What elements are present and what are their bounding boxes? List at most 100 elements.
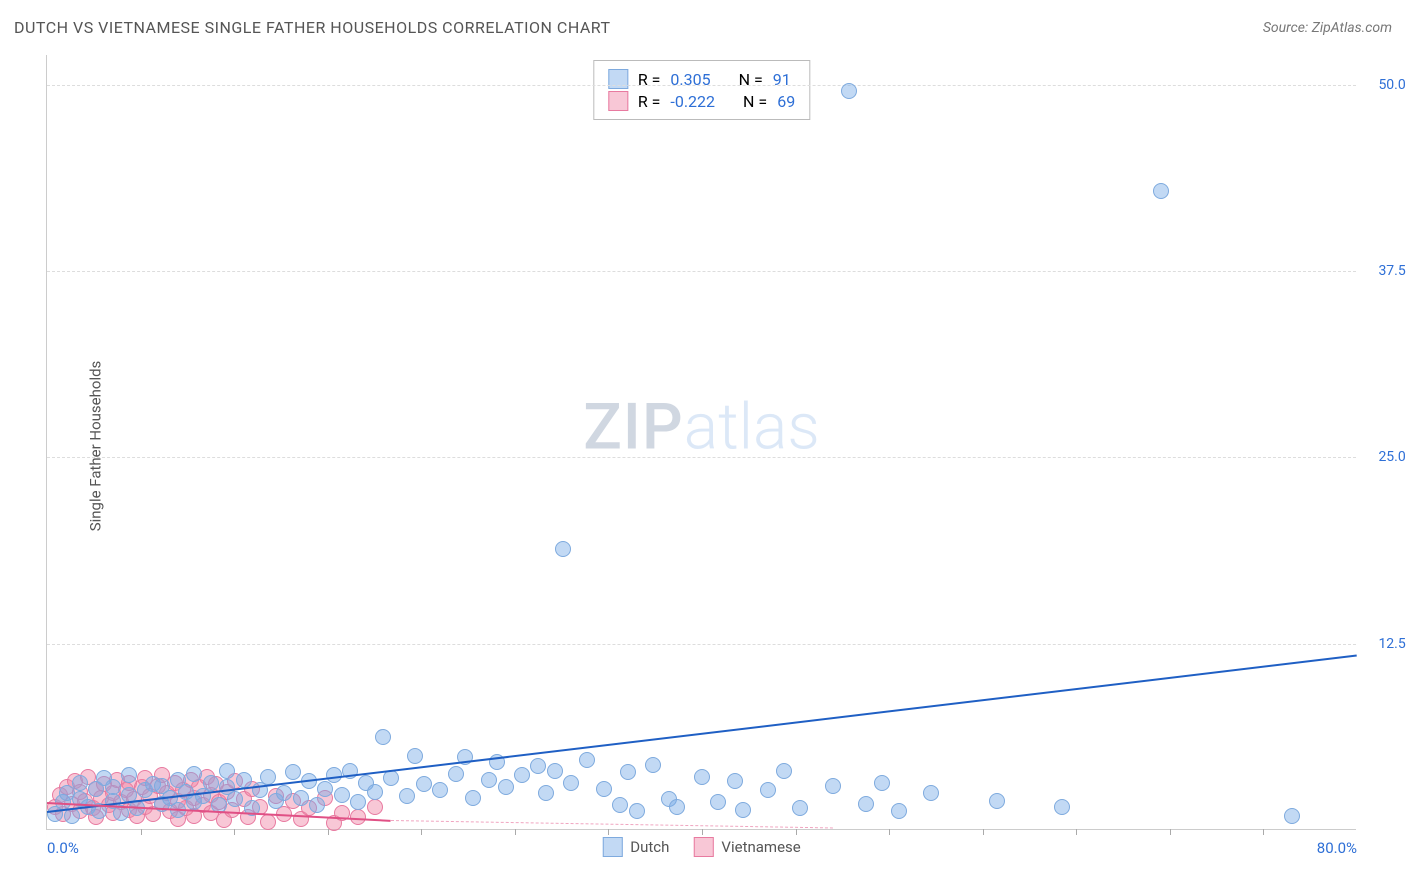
watermark-atlas: atlas	[684, 389, 820, 464]
data-point	[121, 767, 137, 783]
data-point	[792, 800, 808, 816]
data-point	[620, 764, 636, 780]
grid-line	[47, 644, 1356, 645]
legend-label-dutch: Dutch	[630, 838, 669, 856]
legend-swatch-dutch	[602, 837, 622, 857]
data-point	[375, 729, 391, 745]
data-point	[72, 775, 88, 791]
grid-line	[47, 85, 1356, 86]
data-point	[923, 785, 939, 801]
y-tick-label: 25.0%	[1361, 449, 1406, 465]
r-value-vietnamese: -0.222	[670, 92, 715, 111]
data-point	[858, 796, 874, 812]
n-label: N =	[743, 92, 767, 111]
n-value-vietnamese: 69	[777, 92, 795, 111]
data-point	[1284, 808, 1300, 824]
data-point	[530, 758, 546, 774]
x-tick	[608, 829, 609, 835]
data-point	[260, 769, 276, 785]
legend-item-vietnamese: Vietnamese	[693, 837, 800, 857]
x-tick	[889, 829, 890, 835]
data-point	[841, 83, 857, 99]
y-tick-label: 12.5%	[1361, 636, 1406, 652]
legend-item-dutch: Dutch	[602, 837, 669, 857]
data-point	[367, 784, 383, 800]
trend-line	[47, 654, 1357, 812]
data-point	[612, 797, 628, 813]
x-tick	[796, 829, 797, 835]
data-point	[514, 767, 530, 783]
legend-swatch-vietnamese	[693, 837, 713, 857]
chart-title: DUTCH VS VIETNAMESE SINGLE FATHER HOUSEH…	[14, 18, 611, 37]
data-point	[448, 766, 464, 782]
data-point	[555, 541, 571, 557]
stats-box: R = 0.305 N = 91 R = -0.222 N = 69	[593, 60, 810, 120]
swatch-dutch	[608, 69, 628, 89]
y-tick-label: 37.5%	[1361, 263, 1406, 279]
data-point	[563, 775, 579, 791]
data-point	[874, 775, 890, 791]
grid-line	[47, 457, 1356, 458]
x-axis-label: 80.0%	[1317, 839, 1357, 857]
data-point	[1153, 183, 1169, 199]
x-tick	[234, 829, 235, 835]
data-point	[227, 791, 243, 807]
x-tick	[141, 829, 142, 835]
data-point	[236, 772, 252, 788]
x-tick	[983, 829, 984, 835]
data-point	[432, 782, 448, 798]
data-point	[334, 787, 350, 803]
data-point	[776, 763, 792, 779]
data-point	[579, 752, 595, 768]
data-point	[669, 799, 685, 815]
data-point	[383, 770, 399, 786]
trend-line	[391, 820, 833, 828]
data-point	[465, 790, 481, 806]
data-point	[629, 803, 645, 819]
x-tick	[1263, 829, 1264, 835]
data-point	[596, 781, 612, 797]
legend-label-vietnamese: Vietnamese	[721, 838, 800, 856]
data-point	[645, 757, 661, 773]
source-label: Source: ZipAtlas.com	[1263, 20, 1392, 36]
data-point	[105, 779, 121, 795]
data-point	[498, 779, 514, 795]
data-point	[186, 766, 202, 782]
data-point	[350, 794, 366, 810]
data-point	[989, 793, 1005, 809]
data-point	[825, 778, 841, 794]
data-point	[367, 799, 383, 815]
x-tick	[515, 829, 516, 835]
y-tick-label: 50.0%	[1361, 77, 1406, 93]
data-point	[481, 772, 497, 788]
data-point	[293, 790, 309, 806]
data-point	[416, 776, 432, 792]
data-point	[694, 769, 710, 785]
data-point	[276, 785, 292, 801]
legend: Dutch Vietnamese	[602, 837, 800, 857]
data-point	[260, 814, 276, 830]
data-point	[760, 782, 776, 798]
data-point	[727, 773, 743, 789]
watermark-zip: ZIP	[583, 389, 684, 464]
r-label: R =	[638, 92, 661, 111]
stats-row-dutch: R = 0.305 N = 91	[608, 69, 795, 89]
data-point	[407, 748, 423, 764]
x-tick	[702, 829, 703, 835]
watermark: ZIPatlas	[583, 389, 820, 464]
data-point	[1054, 799, 1070, 815]
data-point	[309, 797, 325, 813]
grid-line	[47, 271, 1356, 272]
x-tick	[1170, 829, 1171, 835]
data-point	[285, 764, 301, 780]
data-point	[203, 775, 219, 791]
data-point	[891, 803, 907, 819]
x-tick	[421, 829, 422, 835]
plot-area: ZIPatlas R = 0.305 N = 91 R = -0.222 N =…	[46, 55, 1356, 830]
data-point	[399, 788, 415, 804]
data-point	[538, 785, 554, 801]
data-point	[547, 763, 563, 779]
x-tick	[1076, 829, 1077, 835]
stats-row-vietnamese: R = -0.222 N = 69	[608, 91, 795, 111]
header: DUTCH VS VIETNAMESE SINGLE FATHER HOUSEH…	[14, 18, 1392, 37]
